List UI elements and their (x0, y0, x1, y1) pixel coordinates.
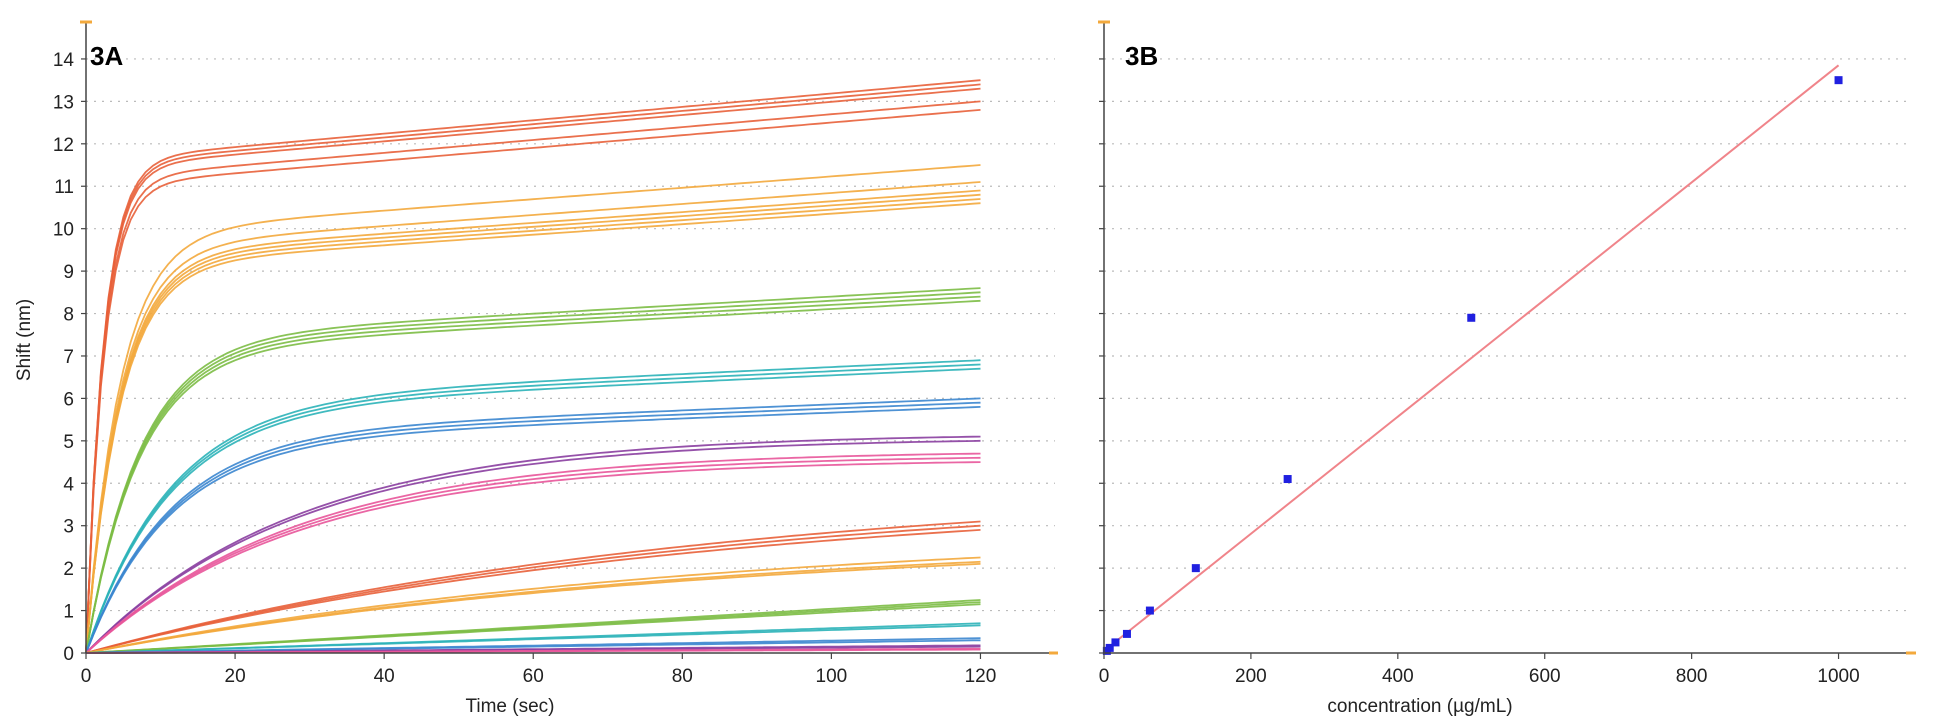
series-line (85, 189, 981, 654)
data-point (1102, 646, 1111, 655)
series-group (85, 599, 981, 654)
series-line (85, 406, 981, 654)
chart-3a-series-lines (85, 79, 981, 654)
series-line (85, 452, 981, 654)
series-line (85, 109, 981, 654)
x-tick-label: 60 (523, 666, 544, 687)
x-tick-label: 400 (1382, 666, 1414, 687)
series-line (85, 529, 981, 654)
series-line (85, 461, 981, 654)
x-tick-label: 100 (816, 666, 848, 687)
x-tick-label: 40 (374, 666, 395, 687)
series-line (85, 181, 981, 654)
y-tick-label: 9 (63, 262, 74, 283)
y-tick-label: 8 (63, 305, 74, 326)
y-tick-label: 6 (63, 389, 74, 410)
series-line (85, 367, 981, 654)
chart-3b-x-axis-title: concentration (µg/mL) (1327, 696, 1512, 717)
y-tick-label: 14 (53, 50, 75, 71)
series-line (85, 79, 981, 654)
series-line (85, 100, 981, 654)
series-line (85, 202, 981, 654)
series-line (85, 287, 981, 654)
data-point (1145, 606, 1154, 615)
x-tick-label: 200 (1235, 666, 1267, 687)
panel-label-3b: 3B (1125, 41, 1158, 71)
chart-3b-data-points (1102, 76, 1843, 655)
series-group (85, 164, 981, 654)
series-line (85, 524, 981, 654)
chart-3b-axes (1098, 20, 1916, 659)
y-tick-label: 5 (63, 432, 74, 453)
data-point (1191, 564, 1200, 573)
y-tick-label: 4 (63, 474, 74, 495)
series-line (85, 291, 981, 654)
panel-label-3a: 3A (90, 41, 123, 71)
series-group (85, 452, 981, 654)
x-tick-label: 120 (965, 666, 997, 687)
series-group (85, 435, 981, 654)
y-tick-label: 3 (63, 517, 74, 538)
x-tick-label: 0 (1099, 666, 1110, 687)
series-line (85, 456, 981, 654)
series-line (85, 87, 981, 654)
y-tick-label: 0 (63, 644, 74, 665)
series-line (85, 295, 981, 654)
series-line (85, 563, 981, 654)
fit-line (1103, 64, 1840, 652)
series-line (85, 83, 981, 654)
x-tick-label: 800 (1676, 666, 1708, 687)
series-line (85, 164, 981, 654)
y-tick-label: 2 (63, 559, 74, 580)
series-line (85, 363, 981, 654)
series-line (85, 198, 981, 654)
series-line (85, 359, 981, 654)
y-tick-label: 11 (54, 177, 74, 198)
series-group (85, 79, 981, 654)
series-line (85, 435, 981, 654)
series-group (85, 397, 981, 654)
chart-3b-fit-line (1103, 64, 1840, 652)
series-line (85, 520, 981, 654)
data-point (1122, 629, 1131, 638)
series-line (85, 397, 981, 654)
y-tick-label: 10 (53, 220, 74, 241)
series-group (85, 622, 981, 654)
x-tick-label: 0 (81, 666, 92, 687)
series-group (85, 287, 981, 654)
chart-panel-3b: 0 200 400 600 800 1000 3B concentration (µg/m… (1098, 20, 1916, 717)
series-line (85, 603, 981, 654)
x-tick-label: 80 (672, 666, 693, 687)
series-line (85, 401, 981, 654)
series-line (85, 193, 981, 654)
series-group (85, 359, 981, 654)
y-tick-label: 12 (53, 135, 74, 156)
chart-3a-grid (86, 58, 1055, 612)
y-tick-label: 7 (63, 347, 74, 368)
chart-3a-x-axis-title: Time (sec) (465, 696, 554, 717)
chart-3a-y-axis-title: Shift (nm) (14, 299, 35, 381)
data-point (1467, 313, 1476, 322)
data-point (1834, 76, 1843, 85)
x-tick-label: 600 (1529, 666, 1561, 687)
x-tick-label: 1000 (1817, 666, 1859, 687)
x-tick-label: 20 (225, 666, 246, 687)
series-line (85, 624, 981, 654)
series-group (85, 556, 981, 654)
series-line (85, 556, 981, 654)
chart-3a-axes (80, 20, 1058, 659)
data-point (1111, 638, 1120, 647)
chart-3b-grid (1104, 58, 1912, 612)
y-tick-label: 13 (53, 92, 74, 113)
y-tick-label: 1 (63, 602, 74, 623)
chart-3b-tick-labels: 0 200 400 600 800 1000 (1099, 666, 1860, 687)
data-point (1283, 475, 1292, 484)
series-group (85, 520, 981, 654)
series-line (85, 439, 981, 654)
series-line (85, 299, 981, 654)
